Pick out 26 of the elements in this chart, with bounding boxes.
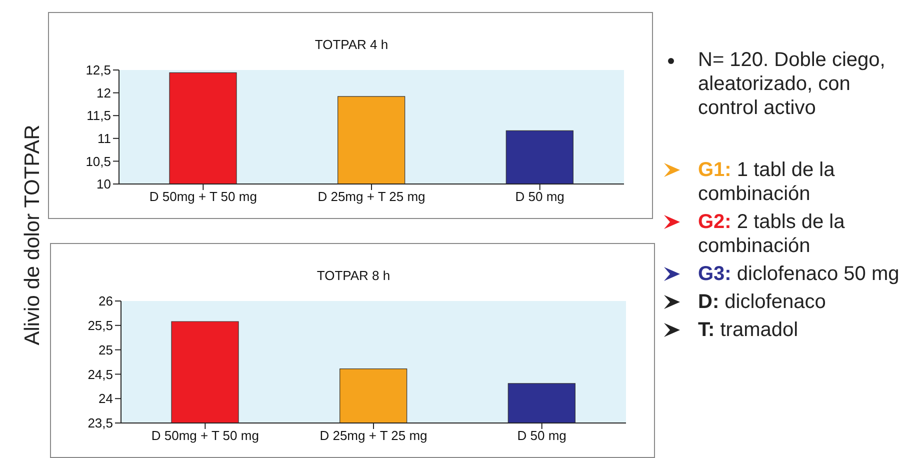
chart-title: TOTPAR 4 h: [314, 37, 390, 52]
y-tick-label: 10: [96, 176, 111, 192]
text: G3: diclofenaco 50 mg: [698, 263, 900, 285]
y-tick-label: 25: [98, 342, 113, 358]
y-tick-label: 25,5: [88, 318, 113, 334]
y-tick-label: 24: [98, 391, 113, 406]
y-tick-label: 11: [98, 131, 111, 146]
x-tick-label: D 50 mg: [517, 428, 566, 444]
y-tick-label: 10,5: [86, 154, 111, 169]
text: G1: 1 tabl de la combinación: [698, 159, 835, 205]
y-axis-title: Alivio de dolor TOTPAR: [21, 124, 45, 346]
x-tick-label: D 50mg + T 50 mg: [149, 189, 257, 204]
text: D: diclofenaco: [698, 291, 826, 313]
y-tick-label: 12: [96, 85, 111, 100]
text: T: tramadol: [698, 319, 798, 341]
y-tick-label: 24,5: [88, 366, 113, 382]
x-tick-label: D 50 mg: [515, 189, 564, 204]
x-tick-label: D 25mg + T 25 mg: [318, 189, 426, 204]
text: N= 120. Doble ciego, aleatorizado, con control activo: [698, 49, 886, 119]
y-tick-label: 11,5: [86, 108, 111, 124]
chart-title: TOTPAR 8 h: [316, 268, 392, 283]
y-tick-label: 12,5: [86, 62, 111, 78]
y-tick-label: 23,5: [88, 416, 113, 431]
x-tick-label: D 25mg + T 25 mg: [320, 428, 428, 444]
x-tick-label: D 50mg + T 50 mg: [151, 428, 259, 444]
y-tick-label: 26: [98, 294, 113, 309]
